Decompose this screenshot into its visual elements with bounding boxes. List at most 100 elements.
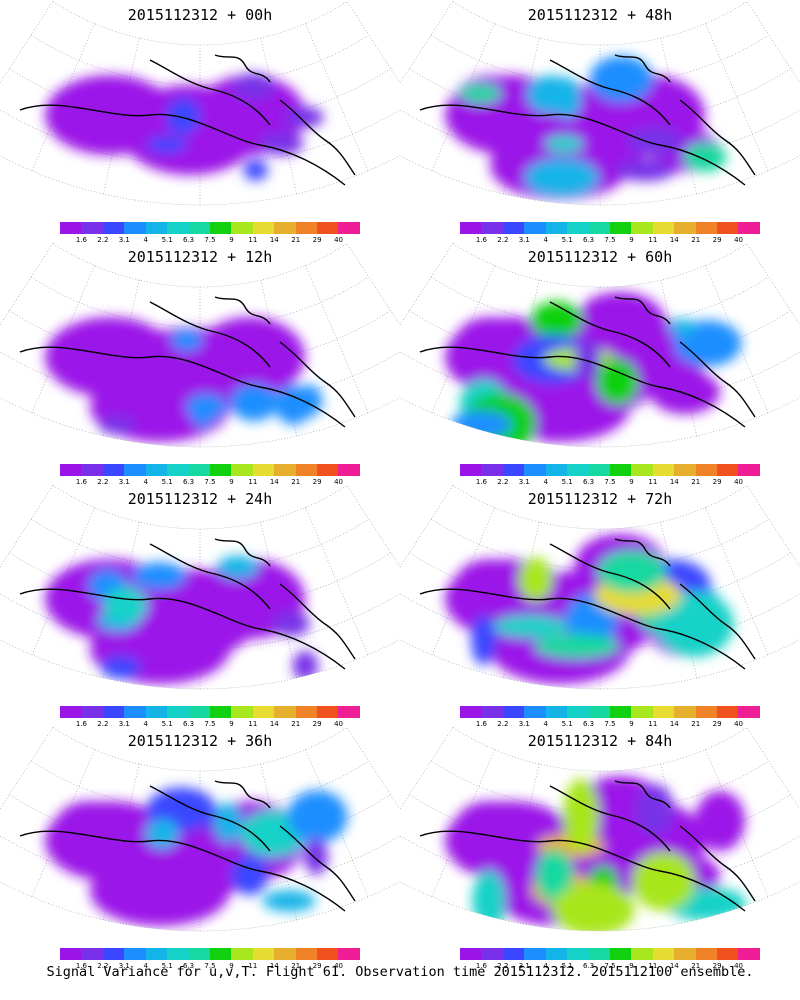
colorbar-swatch bbox=[588, 706, 610, 718]
colorbar-tick-label: 2.2 bbox=[97, 236, 109, 244]
colorbar-tick-label: 14 bbox=[269, 236, 279, 244]
colorbar-tick-label: 14 bbox=[669, 478, 679, 486]
coastline-segment bbox=[279, 825, 356, 902]
variance-contour bbox=[535, 848, 574, 903]
colorbar-tick-label: 2.2 bbox=[497, 236, 509, 244]
variance-contour bbox=[101, 655, 141, 680]
colorbar-swatch bbox=[124, 706, 146, 718]
colorbar-swatch bbox=[124, 948, 146, 960]
colorbar-tick-label: 11 bbox=[248, 236, 258, 244]
colorbar-tick-label: 29 bbox=[712, 962, 722, 970]
colorbar-swatch bbox=[209, 706, 232, 718]
colorbar-swatch bbox=[231, 706, 253, 718]
colorbar-swatch bbox=[609, 222, 632, 234]
colorbar-tick-label: 11 bbox=[648, 720, 658, 728]
colorbar-swatch bbox=[252, 464, 275, 476]
variance-contour bbox=[216, 555, 259, 580]
variance-field bbox=[445, 534, 734, 684]
variance-contour bbox=[98, 415, 136, 435]
coastline-segment bbox=[149, 785, 271, 852]
colorbar-swatch bbox=[502, 706, 525, 718]
colorbar-swatch bbox=[124, 464, 146, 476]
variance-contour bbox=[553, 77, 582, 120]
colorbar-swatch bbox=[674, 706, 696, 718]
colorbar-swatch bbox=[524, 222, 546, 234]
forecast-panel: 2015112312 + 24h 1.6 2.2 3.1 4 5.1 6.3 7.5 9 11 14… bbox=[0, 484, 400, 729]
coastline-segment bbox=[214, 296, 271, 325]
panel-title: 2015112312 + 60h bbox=[527, 248, 673, 266]
variance-contour bbox=[574, 338, 601, 380]
colorbar-swatch bbox=[652, 222, 675, 234]
colorbar-tick-label: 6.3 bbox=[182, 478, 195, 486]
variance-contour bbox=[655, 591, 734, 657]
coastline bbox=[419, 780, 756, 912]
variance-contour bbox=[562, 778, 600, 853]
colorbar-tick-label: 14 bbox=[669, 236, 679, 244]
forecast-panel: 2015112312 + 60h 1.6 2.2 3.1 4 5.1 6.3 7.5 9 11 14… bbox=[400, 242, 800, 487]
variance-contour bbox=[524, 158, 600, 198]
domain-boundary bbox=[400, 727, 800, 932]
colorbar-swatch bbox=[588, 948, 610, 960]
colorbar-swatch bbox=[588, 464, 610, 476]
coastline-segment bbox=[549, 543, 671, 610]
coastline-segment bbox=[419, 104, 746, 186]
latitude-line bbox=[30, 276, 370, 328]
colorbar-tick-label: 40 bbox=[334, 962, 344, 970]
figure-caption: Signal Variance for u,v,T. Flight 61. Ob… bbox=[46, 964, 754, 980]
colorbar-swatch bbox=[695, 222, 718, 234]
variance-contour bbox=[589, 55, 654, 103]
colorbar-tick-label: 9 bbox=[629, 478, 634, 486]
colorbar-tick-label: 3.1 bbox=[118, 720, 130, 728]
colorbar-swatch bbox=[631, 948, 653, 960]
colorbar-tick-label: 29 bbox=[712, 478, 722, 486]
colorbar-labels: 1.6 2.2 3.1 4 5.1 6.3 7.5 9 11 14 21 29 40 bbox=[460, 478, 760, 488]
forecast-panel: 2015112312 + 00h 1.6 2.2 3.1 4 5.1 6.3 7.5 9 11 14… bbox=[0, 0, 400, 245]
coastline-segment bbox=[679, 583, 756, 660]
colorbar-swatch bbox=[717, 948, 739, 960]
colorbar-swatch bbox=[481, 948, 503, 960]
colorbar-tick-label: 4 bbox=[143, 478, 148, 486]
colorbar-tick-label: 3.1 bbox=[118, 236, 130, 244]
colorbar-labels: 1.6 2.2 3.1 4 5.1 6.3 7.5 9 11 14 21 29 40 bbox=[460, 962, 760, 972]
domain-boundary bbox=[0, 1, 400, 206]
variance-contour bbox=[450, 410, 512, 439]
latitude-line bbox=[400, 351, 800, 408]
latitude-line bbox=[400, 835, 800, 892]
variance-contour bbox=[166, 98, 201, 135]
coastline-segment bbox=[419, 346, 746, 428]
colorbar-swatch bbox=[295, 464, 318, 476]
colorbar-swatch bbox=[102, 706, 125, 718]
colorbar-tick-label: 4 bbox=[543, 962, 548, 970]
panel-title: 2015112312 + 12h bbox=[127, 248, 273, 266]
colorbar-swatch bbox=[545, 706, 568, 718]
colorbar-tick-label: 9 bbox=[629, 236, 634, 244]
colorbar-swatch bbox=[674, 464, 696, 476]
colorbar-tick-label: 21 bbox=[691, 962, 701, 970]
colorbar bbox=[460, 948, 760, 960]
colorbar-swatch bbox=[695, 948, 718, 960]
colorbar-tick-label: 4 bbox=[543, 236, 548, 244]
colorbar-swatch bbox=[188, 222, 210, 234]
coastline-segment bbox=[19, 588, 346, 670]
colorbar-swatch bbox=[738, 948, 760, 960]
coastline bbox=[419, 54, 756, 186]
variance-field bbox=[45, 72, 324, 181]
coastline-segment bbox=[214, 538, 271, 567]
colorbar-swatch bbox=[524, 706, 546, 718]
colorbar-swatch bbox=[145, 706, 168, 718]
colorbar-tick-label: 21 bbox=[691, 236, 701, 244]
variance-contour bbox=[170, 329, 203, 352]
colorbar-swatch bbox=[295, 706, 318, 718]
colorbar-swatch bbox=[481, 222, 503, 234]
colorbar-swatch bbox=[502, 948, 525, 960]
colorbar-swatch bbox=[717, 706, 739, 718]
colorbar bbox=[460, 464, 760, 476]
colorbar-tick-label: 14 bbox=[269, 478, 279, 486]
latitude-line bbox=[430, 518, 770, 570]
variance-contour bbox=[551, 883, 635, 931]
colorbar-swatch bbox=[145, 222, 168, 234]
colorbar-tick-label: 7.5 bbox=[604, 236, 616, 244]
colorbar-tick-label: 29 bbox=[712, 236, 722, 244]
colorbar-swatch bbox=[652, 706, 675, 718]
colorbar-tick-label: 7.5 bbox=[204, 962, 216, 970]
